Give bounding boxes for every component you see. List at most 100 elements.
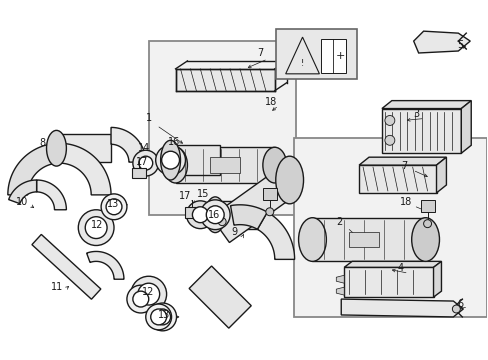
Polygon shape [263, 188, 276, 200]
Polygon shape [215, 201, 269, 229]
Polygon shape [381, 109, 460, 153]
Ellipse shape [46, 130, 66, 166]
Circle shape [85, 217, 107, 239]
Polygon shape [56, 134, 111, 162]
Polygon shape [381, 100, 470, 109]
Ellipse shape [205, 197, 224, 233]
Circle shape [451, 305, 459, 313]
Text: 10: 10 [16, 197, 28, 207]
Circle shape [150, 309, 166, 325]
Text: +: + [335, 51, 344, 61]
Text: 13: 13 [157, 310, 169, 320]
Polygon shape [37, 180, 66, 210]
Circle shape [101, 194, 127, 220]
Polygon shape [189, 266, 251, 328]
Text: 7: 7 [401, 161, 407, 171]
Bar [321, 39, 346, 73]
Ellipse shape [161, 140, 180, 180]
Bar [275, 29, 356, 79]
Circle shape [133, 291, 148, 307]
Text: 12: 12 [91, 220, 103, 230]
Polygon shape [210, 157, 240, 173]
Circle shape [155, 145, 185, 175]
Circle shape [192, 207, 208, 223]
Polygon shape [8, 144, 54, 195]
Circle shape [384, 116, 394, 125]
Polygon shape [344, 261, 441, 267]
Text: 2: 2 [335, 217, 342, 227]
Polygon shape [413, 31, 469, 53]
Text: 9: 9 [230, 226, 237, 237]
Polygon shape [175, 69, 274, 91]
Text: 8: 8 [40, 138, 45, 148]
Polygon shape [358, 165, 436, 193]
Bar [293, 138, 486, 317]
Text: 16: 16 [208, 210, 220, 220]
Text: 1: 1 [145, 113, 151, 123]
Circle shape [384, 135, 394, 145]
Polygon shape [420, 200, 434, 212]
Polygon shape [210, 167, 298, 243]
Polygon shape [32, 234, 101, 299]
Circle shape [200, 200, 230, 230]
Circle shape [162, 151, 179, 169]
Ellipse shape [411, 218, 439, 261]
Polygon shape [230, 205, 267, 229]
Text: 12: 12 [141, 287, 154, 297]
Polygon shape [9, 180, 37, 204]
Circle shape [265, 208, 273, 216]
Ellipse shape [298, 218, 325, 261]
Text: 5: 5 [456, 40, 463, 50]
Polygon shape [175, 147, 274, 183]
Ellipse shape [263, 147, 286, 183]
Circle shape [145, 304, 171, 330]
Polygon shape [433, 261, 441, 297]
Polygon shape [312, 218, 425, 261]
Circle shape [138, 283, 160, 305]
Circle shape [78, 210, 114, 246]
Circle shape [106, 199, 122, 215]
Text: 3: 3 [413, 108, 419, 118]
Polygon shape [358, 157, 446, 165]
Polygon shape [436, 157, 446, 193]
Polygon shape [341, 299, 462, 317]
Polygon shape [336, 275, 344, 283]
Text: 18: 18 [399, 197, 411, 207]
Polygon shape [344, 267, 433, 297]
Circle shape [186, 201, 214, 229]
Text: 14: 14 [138, 143, 150, 153]
Polygon shape [50, 143, 111, 195]
Circle shape [148, 303, 176, 331]
Ellipse shape [275, 156, 303, 204]
Polygon shape [185, 207, 200, 218]
Polygon shape [257, 212, 294, 260]
Text: 15: 15 [197, 189, 209, 199]
Text: 13: 13 [107, 199, 119, 209]
Polygon shape [348, 231, 378, 247]
Circle shape [133, 150, 158, 176]
Text: 6: 6 [456, 299, 463, 309]
Polygon shape [460, 100, 470, 153]
Text: 18: 18 [264, 96, 276, 107]
Ellipse shape [163, 147, 187, 183]
Text: 17: 17 [135, 157, 148, 167]
Text: !: ! [300, 59, 304, 68]
Text: 17: 17 [179, 191, 191, 201]
Polygon shape [132, 168, 145, 178]
Text: 16: 16 [168, 137, 180, 147]
Bar [148, 41, 295, 215]
Circle shape [139, 156, 152, 170]
Polygon shape [336, 287, 344, 295]
Circle shape [206, 206, 224, 224]
Circle shape [423, 220, 431, 228]
Circle shape [127, 285, 154, 313]
Text: 4: 4 [397, 263, 403, 273]
Polygon shape [111, 127, 145, 162]
Circle shape [154, 309, 170, 325]
Circle shape [131, 276, 166, 312]
Polygon shape [86, 251, 123, 279]
Text: 7: 7 [256, 48, 263, 58]
Text: 11: 11 [51, 282, 63, 292]
Circle shape [218, 218, 225, 226]
Polygon shape [170, 145, 220, 175]
